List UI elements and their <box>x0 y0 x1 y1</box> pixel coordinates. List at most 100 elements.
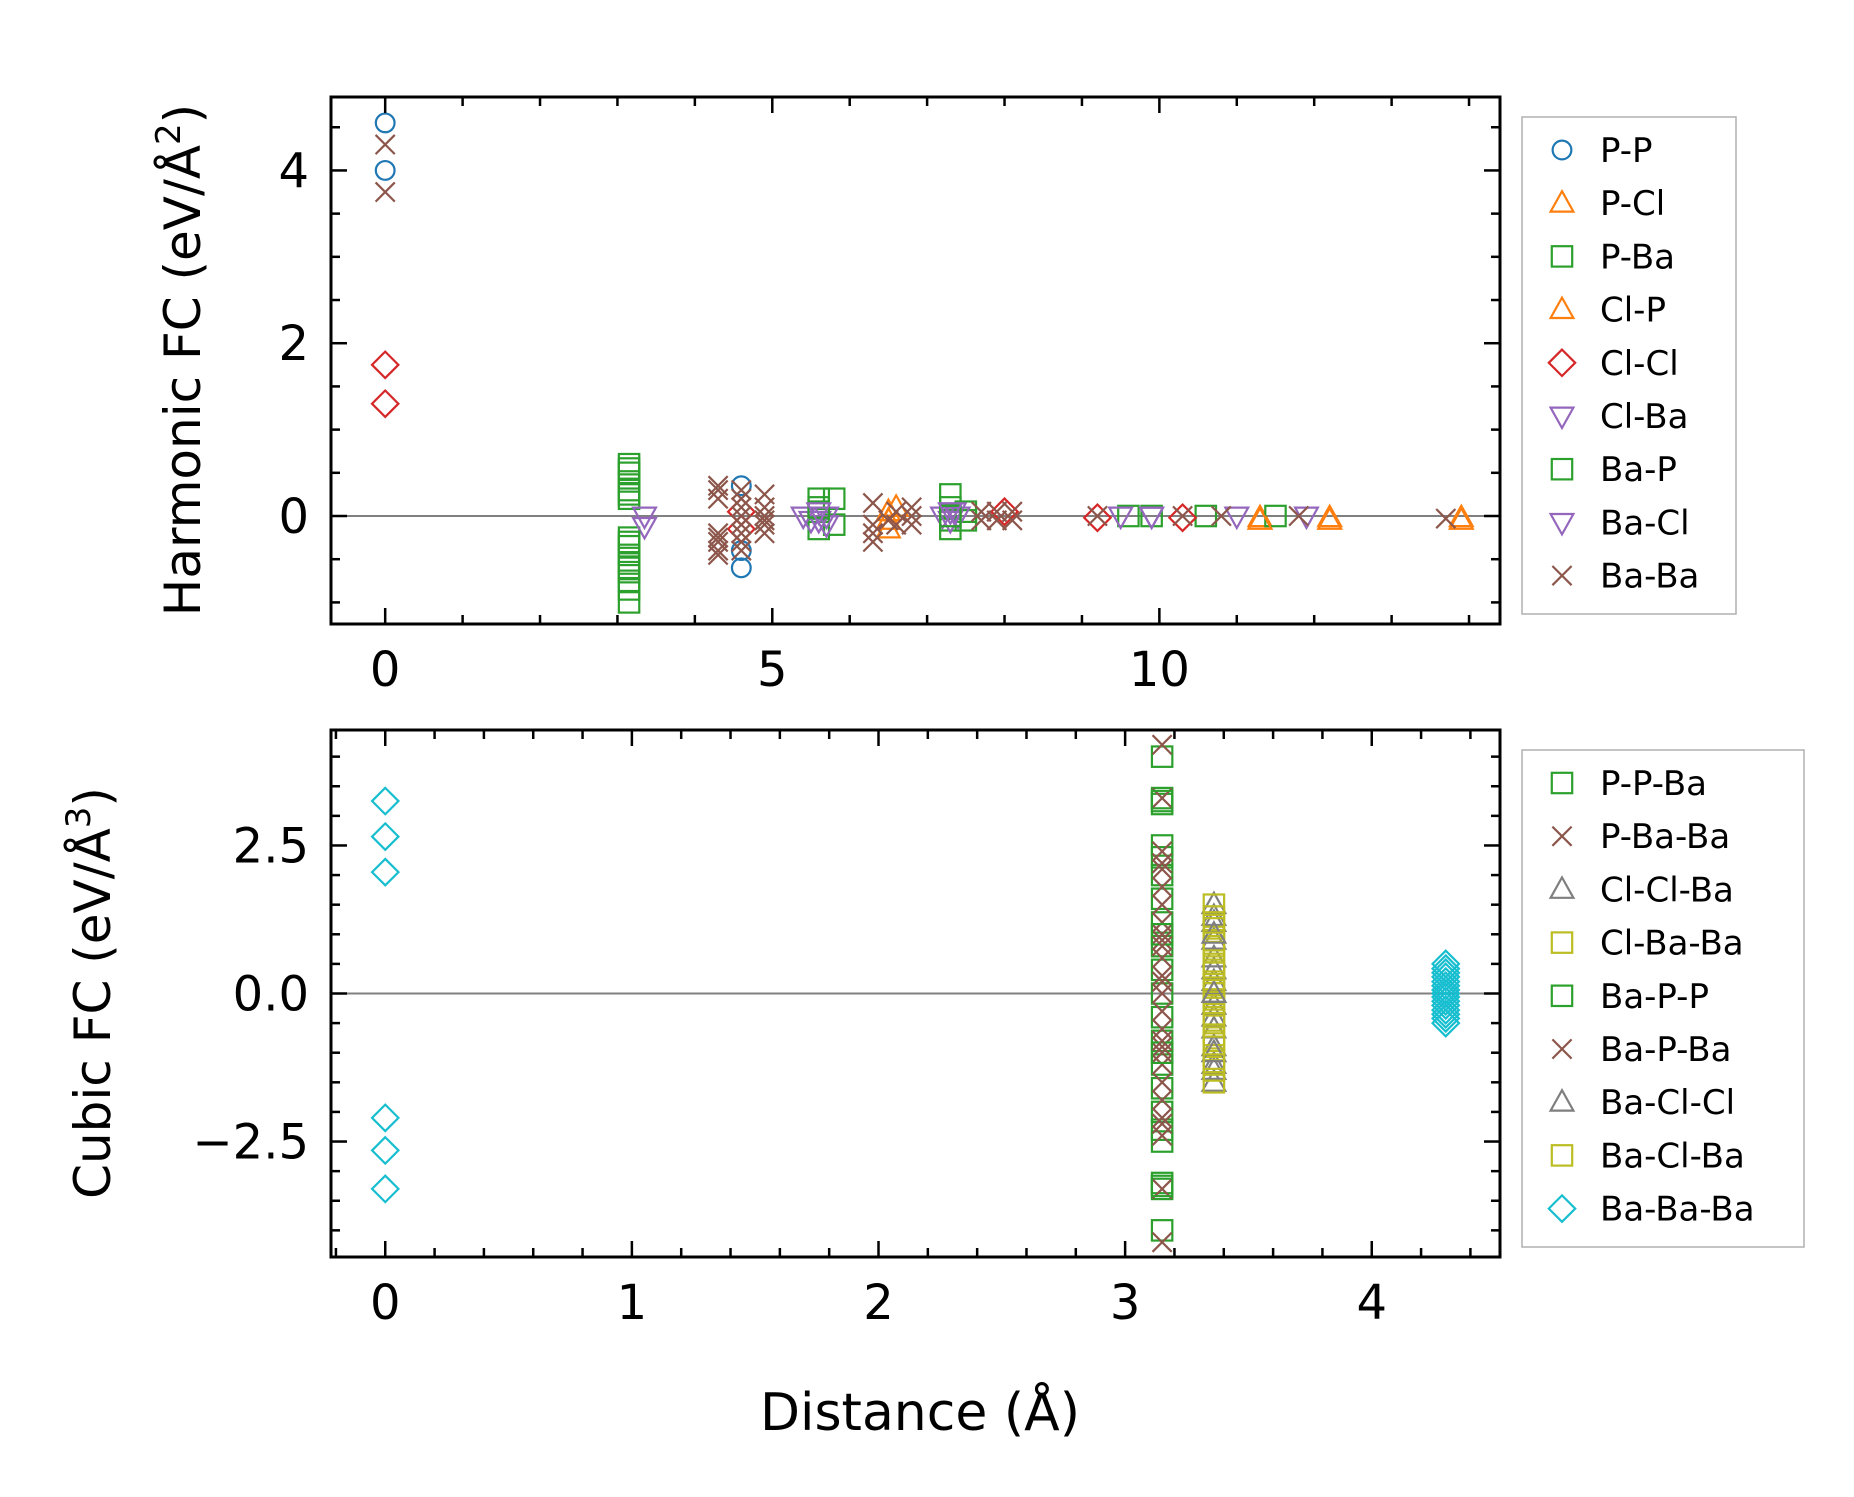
legend-marker <box>1548 875 1576 899</box>
x-tick-label: 4 <box>1356 1275 1387 1331</box>
legend-item-p-ba-ba: P-Ba-Ba <box>1551 817 1730 857</box>
legend-item-ba-p-ba: Ba-P-Ba <box>1551 1030 1731 1070</box>
data-point <box>862 514 884 536</box>
legend-item-ba-cl: Ba-Cl <box>1548 503 1690 543</box>
data-point <box>730 479 752 501</box>
data-point <box>901 514 923 536</box>
data-point <box>1001 501 1023 523</box>
data-point <box>989 496 1020 527</box>
data-point <box>1150 1076 1174 1100</box>
x-tick-label: 5 <box>757 642 788 698</box>
data-point <box>1117 504 1140 528</box>
series-ba-p-ba <box>1151 852 1173 1135</box>
data-point <box>617 578 641 601</box>
data-point <box>370 857 401 887</box>
data-point <box>1430 999 1461 1029</box>
x-tick-label: 10 <box>1129 642 1190 698</box>
x-tick-label: 0 <box>370 642 401 698</box>
data-point <box>707 527 729 548</box>
x-tick-label: 2 <box>863 1275 894 1331</box>
legend-label: Ba-Ba-Ba <box>1600 1190 1755 1230</box>
data-point <box>370 350 400 380</box>
data-point <box>885 514 907 536</box>
data-point <box>1202 1071 1226 1094</box>
data-point <box>1202 1053 1226 1076</box>
legend-label: P-P-Ba <box>1600 764 1707 804</box>
legend-label: Ba-Cl <box>1600 503 1690 543</box>
x-tick-label: 1 <box>617 1275 648 1331</box>
x-tick-label: 3 <box>1110 1275 1141 1331</box>
data-point <box>1151 1113 1173 1135</box>
data-point <box>1202 958 1226 982</box>
data-point <box>1430 990 1461 1021</box>
data-point <box>805 502 833 526</box>
legend-marker <box>1547 1193 1577 1224</box>
data-point <box>1151 1030 1173 1052</box>
y-axis-label-text: Harmonic FC (eV/Å <box>154 145 212 616</box>
data-point <box>1430 958 1461 988</box>
data-point <box>1430 1003 1461 1034</box>
legend-box <box>1521 749 1805 1248</box>
data-point <box>862 531 884 553</box>
data-point <box>1151 935 1173 957</box>
series-ba-cl-ba <box>1202 911 1226 1076</box>
y-tick-label: 2.5 <box>233 818 309 874</box>
data-point <box>374 181 396 203</box>
legend-marker <box>1547 348 1577 378</box>
legend-item-ba-p: Ba-P <box>1550 450 1677 490</box>
data-point <box>901 505 923 527</box>
data-point <box>617 556 641 580</box>
legend-marker <box>1548 188 1576 213</box>
legend-marker <box>1550 1144 1574 1167</box>
data-point <box>707 522 729 544</box>
legend-item-cl-cl: Cl-Cl <box>1547 344 1679 384</box>
data-point <box>822 487 846 511</box>
y-axis-label-exponent: 2 <box>149 123 189 145</box>
data-point <box>1150 745 1174 768</box>
data-point <box>617 457 641 480</box>
data-point <box>370 1135 401 1166</box>
legend-marker <box>1550 931 1574 954</box>
x-tick-label: 0 <box>370 1275 401 1331</box>
data-point <box>1430 1008 1461 1038</box>
data-point <box>1150 863 1174 887</box>
plot-frame <box>329 95 1502 626</box>
data-point <box>1150 922 1174 946</box>
data-point <box>1430 986 1461 1016</box>
data-point <box>1202 934 1226 958</box>
legend-marker <box>1551 1038 1573 1060</box>
legend-marker <box>1550 457 1574 481</box>
data-point <box>862 522 884 544</box>
data-point <box>1107 506 1134 531</box>
data-point <box>754 522 775 544</box>
legend-label: Ba-P-P <box>1600 977 1709 1017</box>
series-ba-ba <box>374 134 1457 566</box>
data-point <box>986 509 1008 531</box>
data-point <box>1202 893 1226 916</box>
legend-label: Cl-Cl <box>1600 344 1679 384</box>
data-point <box>1150 789 1174 813</box>
data-point <box>1151 858 1173 880</box>
y-tick-label: 0.0 <box>233 967 309 1023</box>
series-ba-cl <box>805 502 1165 531</box>
data-point <box>370 388 400 419</box>
legend-marker <box>1551 825 1573 847</box>
legend-marker <box>1551 565 1573 586</box>
data-point <box>1150 1219 1174 1242</box>
data-point <box>730 557 752 579</box>
y-axis-label-close: ) <box>154 104 212 124</box>
legend-label: Ba-Cl-Cl <box>1600 1083 1735 1123</box>
data-point <box>813 515 840 539</box>
data-point <box>939 483 962 506</box>
data-point <box>1151 1231 1173 1253</box>
legend-label: Cl-P <box>1600 291 1666 331</box>
series-p-p-ba <box>1150 745 1174 1242</box>
legend-marker <box>1548 295 1576 320</box>
data-point <box>1435 508 1457 529</box>
data-point <box>730 522 752 544</box>
legend-item-ba-cl-cl: Ba-Cl-Cl <box>1548 1083 1735 1123</box>
data-point <box>970 501 992 523</box>
data-point <box>937 502 964 526</box>
series-ba-p-p <box>1150 789 1174 1198</box>
